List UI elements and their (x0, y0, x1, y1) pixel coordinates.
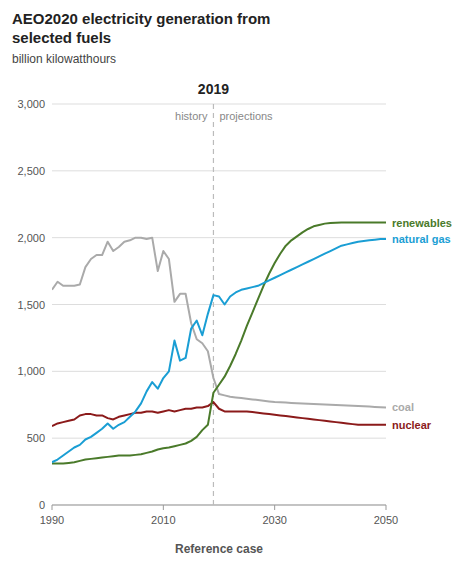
x-tick-label: 1990 (40, 514, 64, 526)
subtitle: billion kilowatthours (12, 52, 116, 66)
series-label: renewables (392, 217, 452, 229)
grid-line (52, 104, 386, 105)
x-tick-label: 2030 (262, 514, 286, 526)
series-label: coal (392, 401, 414, 413)
chart: AEO2020 electricity generation from selec… (0, 0, 474, 567)
x-tick (386, 505, 387, 510)
period-label: history (175, 110, 208, 122)
split-line (213, 104, 214, 505)
series-line (52, 223, 386, 464)
period-label: projections (219, 110, 273, 122)
series-line (52, 239, 386, 462)
grid-line (52, 438, 386, 439)
x-tick-label: 2050 (374, 514, 398, 526)
title-line: AEO2020 electricity generation from (12, 10, 270, 27)
y-tick-label: 2,000 (17, 232, 45, 244)
grid-line (52, 371, 386, 372)
x-axis-line (52, 505, 386, 506)
y-tick-label: 2,500 (17, 165, 45, 177)
series-label: nuclear (392, 419, 432, 431)
series-line (52, 402, 386, 426)
series-line (52, 238, 386, 408)
lines (52, 223, 386, 464)
x-tick (163, 505, 164, 510)
grid-line (52, 170, 386, 171)
split-year-label: 2019 (198, 81, 229, 97)
x-tick (274, 505, 275, 510)
y-tick-label: 1,500 (17, 299, 45, 311)
grid-line (52, 304, 386, 305)
grid (52, 104, 386, 505)
series-label: natural gas (392, 233, 451, 245)
y-tick-label: 0 (39, 499, 45, 511)
x-tick (52, 505, 53, 510)
title-line: selected fuels (12, 29, 111, 46)
y-tick-label: 3,000 (17, 98, 45, 110)
y-tick-label: 1,000 (17, 365, 45, 377)
x-tick-label: 2010 (151, 514, 175, 526)
y-tick-label: 500 (27, 432, 45, 444)
grid-line (52, 237, 386, 238)
title: AEO2020 electricity generation from selec… (12, 10, 270, 46)
x-axis-label: Reference case (175, 542, 263, 556)
grid-line (52, 505, 386, 506)
